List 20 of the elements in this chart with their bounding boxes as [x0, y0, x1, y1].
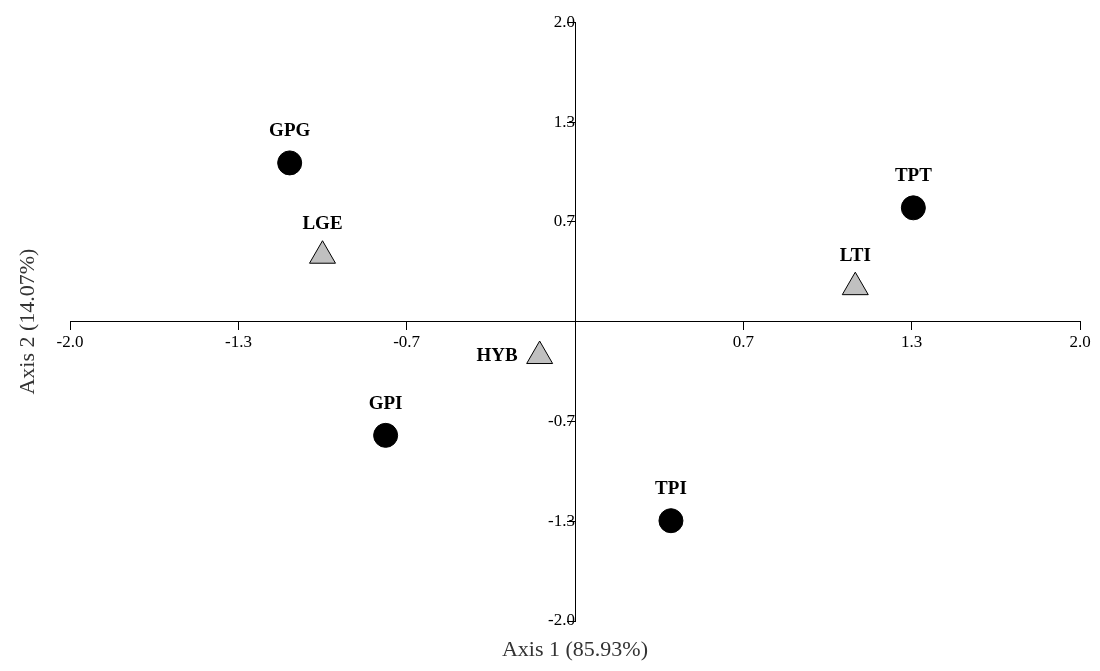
annotation: TPI: [655, 477, 687, 499]
x-axis-title: Axis 1 (85.93%): [501, 635, 649, 661]
y-tick-label: 0.7: [553, 211, 576, 231]
y-axis-title: Axis 2 (14.07%): [13, 248, 39, 395]
annotation: LGE: [302, 212, 343, 234]
y-tick-label: -1.3: [548, 510, 575, 530]
annotation: HYB: [476, 343, 518, 365]
x-tick-label: -2.0: [56, 332, 84, 352]
y-tick-label: 1.3: [553, 111, 575, 131]
x-tick-label: -1.3: [224, 332, 252, 352]
x-tick-label: 0.7: [732, 332, 755, 352]
annotation: LTI: [839, 243, 871, 265]
annotation: GPI: [368, 391, 403, 413]
x-tick-label: -0.7: [393, 332, 421, 352]
y-tick-label: -0.7: [548, 410, 576, 430]
annotation: GPG: [269, 119, 311, 141]
x-tick-label: 1.3: [900, 332, 923, 352]
y-tick-label: -2.0: [548, 610, 575, 630]
x-tick-label: 2.0: [1069, 332, 1091, 352]
annotation: TPT: [894, 164, 933, 186]
